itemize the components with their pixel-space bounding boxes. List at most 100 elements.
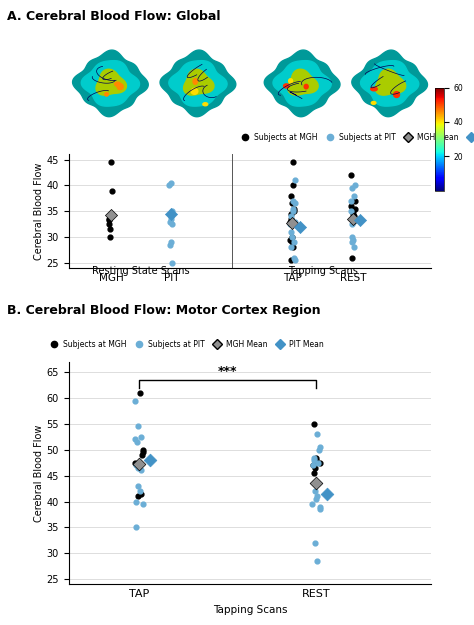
Point <box>348 219 356 229</box>
Point <box>349 237 356 247</box>
Point <box>137 432 145 442</box>
Point <box>351 181 358 191</box>
Ellipse shape <box>371 88 377 91</box>
Ellipse shape <box>193 79 198 84</box>
Point <box>316 458 323 468</box>
Point <box>290 253 298 262</box>
Point <box>289 242 297 252</box>
Point <box>311 538 319 548</box>
Legend: Subjects at MGH, Subjects at PIT, MGH Mean, PIT Mean: Subjects at MGH, Subjects at PIT, MGH Me… <box>44 337 327 352</box>
Point <box>167 237 174 247</box>
Point <box>310 460 317 470</box>
Point <box>347 196 355 206</box>
Point <box>286 216 294 226</box>
Ellipse shape <box>117 84 123 89</box>
Point <box>350 242 358 252</box>
Ellipse shape <box>289 79 292 83</box>
Point <box>287 255 295 265</box>
Point <box>291 255 299 265</box>
Point <box>310 452 318 462</box>
Ellipse shape <box>283 84 289 88</box>
Point <box>132 460 139 470</box>
Point <box>287 227 295 237</box>
Point <box>133 437 141 447</box>
Text: Tapping Scans: Tapping Scans <box>288 266 357 276</box>
Point <box>351 191 358 201</box>
Point <box>347 201 355 211</box>
Point <box>351 204 359 214</box>
Point <box>167 209 175 219</box>
Point <box>316 502 324 512</box>
Point <box>311 486 319 496</box>
Point <box>165 181 173 191</box>
Point <box>107 232 114 242</box>
Point <box>312 478 320 488</box>
Point <box>323 489 331 499</box>
Point <box>106 216 113 226</box>
Point <box>287 211 295 221</box>
Point <box>313 556 321 566</box>
Ellipse shape <box>393 92 400 98</box>
Point <box>290 181 297 191</box>
Point <box>317 442 324 452</box>
Point <box>348 253 356 262</box>
Ellipse shape <box>371 101 376 104</box>
Polygon shape <box>375 69 406 95</box>
Text: L: L <box>136 111 140 120</box>
Point <box>139 499 146 509</box>
Point <box>134 463 142 473</box>
Ellipse shape <box>304 84 308 89</box>
Point <box>291 175 299 185</box>
Text: B. Cerebral Blood Flow: Motor Cortex Region: B. Cerebral Blood Flow: Motor Cortex Reg… <box>7 304 321 318</box>
Ellipse shape <box>115 82 120 86</box>
Point <box>310 468 318 478</box>
Point <box>106 224 113 234</box>
Point <box>290 206 297 216</box>
Point <box>296 222 303 232</box>
Point <box>349 234 357 244</box>
Legend: Subjects at MGH, Subjects at PIT, MGH Mean, PIT Mean: Subjects at MGH, Subjects at PIT, MGH Me… <box>234 129 474 144</box>
Point <box>134 481 142 491</box>
Polygon shape <box>288 69 318 95</box>
Point <box>166 240 174 250</box>
Point <box>287 214 295 224</box>
Polygon shape <box>169 61 227 106</box>
Point <box>137 388 144 398</box>
Polygon shape <box>361 61 419 106</box>
Point <box>349 209 357 219</box>
Point <box>131 434 139 444</box>
Point <box>347 206 355 216</box>
Point <box>108 186 116 196</box>
Point <box>349 216 356 226</box>
Point <box>312 455 319 465</box>
Point <box>167 214 174 224</box>
Y-axis label: Cerebral Blood Flow: Cerebral Blood Flow <box>34 424 44 522</box>
Point <box>310 455 318 465</box>
Point <box>146 455 154 465</box>
Point <box>168 209 175 219</box>
Point <box>289 196 296 206</box>
Polygon shape <box>96 69 127 95</box>
Point <box>105 219 113 229</box>
Point <box>167 211 175 221</box>
Point <box>132 522 140 532</box>
Point <box>349 214 356 224</box>
Point <box>350 211 358 221</box>
Point <box>132 496 139 506</box>
Ellipse shape <box>105 92 109 96</box>
Point <box>316 504 324 514</box>
Point <box>288 232 296 242</box>
Point <box>288 237 296 247</box>
Point <box>136 459 143 469</box>
Point <box>310 460 317 470</box>
Point <box>289 198 296 208</box>
Point <box>138 450 146 460</box>
Polygon shape <box>352 50 428 117</box>
Point <box>287 242 295 252</box>
Point <box>107 210 115 220</box>
Point <box>356 216 364 226</box>
Point <box>168 206 175 216</box>
Point <box>348 183 356 193</box>
Point <box>107 157 114 167</box>
Point <box>291 216 299 226</box>
